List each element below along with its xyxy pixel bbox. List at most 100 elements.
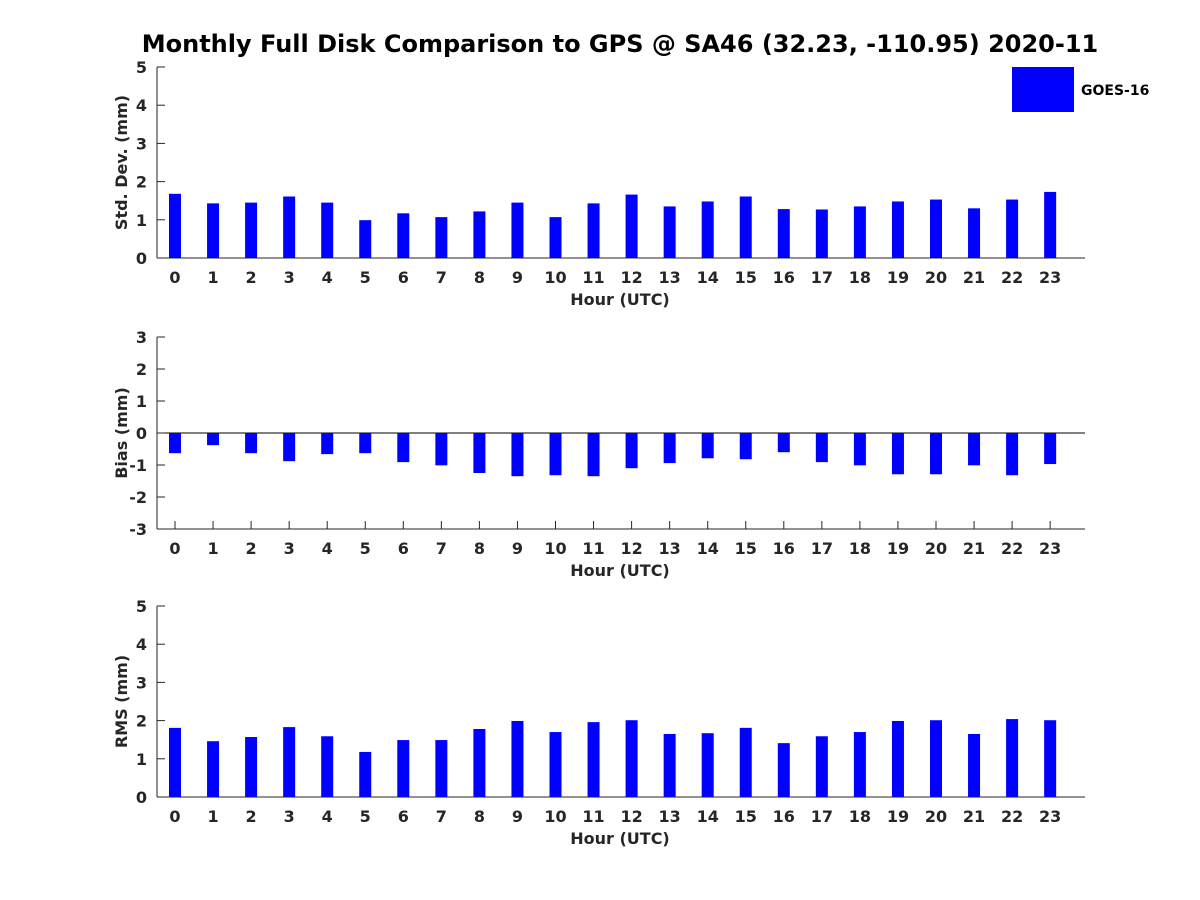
bar (511, 433, 524, 477)
bar (549, 217, 562, 258)
x-tick-label: 10 (544, 268, 566, 287)
x-tick-label: 16 (773, 268, 795, 287)
y-tick-label: 2 (136, 712, 147, 731)
x-tick-label: 0 (169, 539, 180, 558)
y-tick-label: 1 (136, 750, 147, 769)
y-tick-label: -1 (129, 456, 147, 475)
bar (207, 741, 220, 797)
bar (321, 736, 334, 797)
bar (663, 433, 676, 464)
bar (1006, 433, 1019, 476)
x-tick-label: 21 (963, 268, 985, 287)
bar (435, 217, 448, 258)
bar (701, 433, 714, 459)
x-tick-label: 9 (512, 268, 523, 287)
bar (473, 433, 486, 473)
x-tick-label: 7 (436, 268, 447, 287)
x-tick-label: 21 (963, 539, 985, 558)
y-tick-label: 2 (136, 360, 147, 379)
bar (853, 433, 866, 466)
bar (891, 433, 904, 475)
bar (283, 727, 296, 797)
x-tick-label: 18 (849, 807, 871, 826)
x-tick-label: 1 (207, 539, 218, 558)
bar (587, 433, 600, 477)
bar (511, 202, 524, 258)
x-tick-label: 10 (544, 807, 566, 826)
bar (359, 751, 372, 797)
x-tick-label: 6 (398, 539, 409, 558)
bar (397, 740, 410, 797)
x-tick-label: 6 (398, 268, 409, 287)
x-tick-label: 3 (284, 539, 295, 558)
bar (663, 206, 676, 258)
x-tick-label: 16 (773, 539, 795, 558)
bar (549, 732, 562, 797)
bar (359, 433, 372, 454)
x-tick-label: 4 (322, 539, 333, 558)
bar (321, 433, 334, 455)
bar (511, 720, 524, 797)
bar (815, 209, 828, 258)
x-tick-label: 20 (925, 807, 947, 826)
x-tick-label: 16 (773, 807, 795, 826)
bar (777, 743, 790, 797)
x-tick-label: 14 (697, 268, 719, 287)
y-tick-label: 3 (136, 673, 147, 692)
chart-title: Monthly Full Disk Comparison to GPS @ SA… (141, 30, 1099, 58)
x-tick-label: 11 (582, 268, 604, 287)
x-tick-label: 11 (582, 807, 604, 826)
x-axis-label: Hour (UTC) (570, 290, 670, 309)
x-tick-label: 22 (1001, 807, 1023, 826)
x-tick-label: 12 (620, 268, 642, 287)
bar (1006, 199, 1019, 258)
bar (968, 433, 981, 466)
bar (777, 433, 790, 453)
bar (587, 722, 600, 797)
bar (549, 433, 562, 476)
bar (207, 203, 220, 258)
y-tick-label: 0 (136, 249, 147, 268)
y-tick-label: 0 (136, 424, 147, 443)
y-tick-label: 5 (136, 597, 147, 616)
y-tick-label: -3 (129, 520, 147, 539)
bar (777, 209, 790, 258)
x-tick-label: 9 (512, 539, 523, 558)
x-tick-label: 7 (436, 539, 447, 558)
bar (853, 206, 866, 258)
bar (739, 196, 752, 258)
y-tick-label: 3 (136, 134, 147, 153)
bar (1044, 191, 1057, 258)
bar (1044, 433, 1057, 465)
y-axis-label: Std. Dev. (mm) (112, 95, 131, 230)
bar (169, 727, 181, 797)
legend: GOES-16 (1012, 67, 1149, 112)
y-tick-label: 4 (136, 635, 147, 654)
x-tick-label: 1 (207, 807, 218, 826)
bar (930, 433, 942, 475)
bar (169, 193, 181, 258)
x-tick-label: 13 (659, 539, 681, 558)
bar (853, 732, 866, 797)
x-tick-label: 22 (1001, 539, 1023, 558)
bar (968, 208, 981, 258)
y-tick-label: 1 (136, 211, 147, 230)
x-tick-label: 22 (1001, 268, 1023, 287)
x-tick-label: 8 (474, 539, 485, 558)
x-tick-label: 23 (1039, 807, 1061, 826)
x-tick-label: 3 (284, 807, 295, 826)
x-tick-label: 5 (360, 268, 371, 287)
bar (968, 733, 981, 797)
x-tick-label: 2 (246, 539, 257, 558)
x-tick-label: 19 (887, 268, 909, 287)
y-tick-label: 5 (136, 58, 147, 77)
x-tick-label: 14 (697, 539, 719, 558)
bar (739, 727, 752, 797)
bar (435, 433, 448, 466)
bar (207, 433, 220, 446)
x-tick-label: 15 (735, 539, 757, 558)
x-tick-label: 4 (322, 268, 333, 287)
x-tick-label: 7 (436, 807, 447, 826)
bar (701, 201, 714, 258)
